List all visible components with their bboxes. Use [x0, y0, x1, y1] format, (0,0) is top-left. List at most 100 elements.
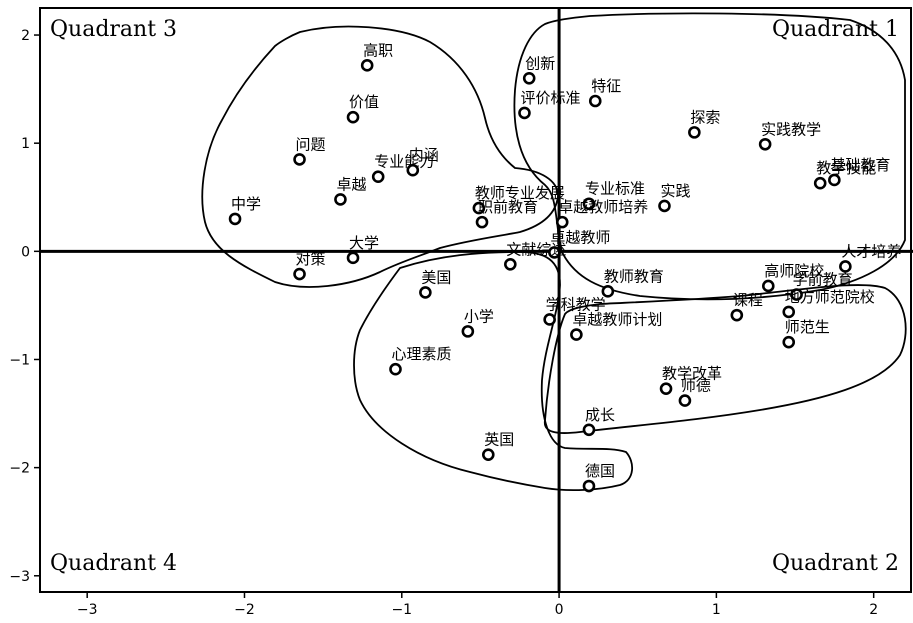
quadrant-labels: Quadrant 1 Quadrant 2 Quadrant 3 Quadrant 4: [50, 17, 899, 576]
data-point: [659, 382, 673, 395]
point-label: 文献综述: [506, 240, 566, 258]
y-tick-label: −2: [9, 461, 30, 477]
x-tick-label: −1: [391, 602, 412, 618]
point-label: 卓越: [336, 175, 366, 193]
y-tick-label: −1: [9, 352, 30, 368]
quadrant-label: Quadrant 2: [772, 551, 899, 576]
point-label: 价值: [349, 93, 379, 111]
cluster-outline-lower-right: [544, 284, 907, 434]
point-label: 学科教学: [546, 295, 606, 313]
point-label: 成长: [585, 406, 615, 424]
data-point: [419, 286, 432, 299]
point-label: 实践: [660, 182, 690, 200]
data-point: [543, 313, 556, 326]
point-label: 师德: [681, 377, 711, 395]
point-label: 基础教育: [830, 156, 890, 174]
data-point: [472, 201, 486, 215]
data-point: [360, 59, 374, 72]
point-label: 人才培养: [841, 242, 901, 260]
data-point: [813, 176, 827, 190]
data-point: [839, 260, 852, 273]
point-label: 卓越教师培养: [558, 198, 648, 216]
point-label: 职前教育: [478, 198, 538, 216]
data-point: [790, 288, 803, 301]
point-label: 美国: [421, 268, 451, 286]
point-label: 特征: [591, 77, 621, 95]
data-point: [548, 246, 561, 259]
point-label: 问题: [296, 135, 326, 153]
point-label: 大学: [349, 234, 379, 252]
data-point: [371, 170, 385, 184]
point-label: 高师院校: [764, 262, 824, 280]
point-label: 内涵: [409, 146, 439, 164]
data-point: [828, 173, 841, 187]
point-label: 小学: [464, 307, 494, 325]
quadrant-label: Quadrant 3: [50, 17, 177, 42]
point-label: 评价标准: [520, 89, 580, 107]
data-point: [228, 212, 242, 226]
point-label: 探索: [690, 108, 720, 126]
y-tick-label: 1: [21, 136, 30, 152]
data-point: [761, 279, 775, 293]
data-point: [346, 251, 360, 265]
data-point: [346, 110, 360, 124]
x-tick-label: 2: [869, 602, 878, 618]
point-label: 专业标准: [585, 180, 645, 198]
point-label: 英国: [484, 431, 514, 449]
data-point: [688, 126, 701, 139]
data-point: [601, 285, 615, 298]
data-point: [658, 199, 671, 213]
data-point: [293, 153, 306, 166]
point-label: 卓越教师: [550, 228, 610, 246]
point-label: 德国: [585, 462, 615, 480]
point-label: 卓越教师计划: [572, 311, 662, 329]
point-label: 高职: [363, 41, 393, 59]
point-label: 专业能力: [374, 153, 434, 171]
data-point: [782, 305, 796, 319]
y-tick-label: −3: [9, 569, 30, 585]
cluster-outline-upper-right: [513, 12, 906, 301]
plot-frame: [39, 7, 912, 593]
x-tick-label: −2: [234, 602, 255, 618]
quadrant-label: Quadrant 4: [50, 551, 177, 576]
data-point: [481, 448, 495, 461]
quadrant-label: Quadrant 1: [772, 17, 899, 42]
data-point: [522, 71, 536, 85]
point-label: 课程: [733, 291, 763, 309]
data-point: [293, 267, 306, 281]
data-point: [475, 215, 489, 229]
axes: −3 −2 −1 0 1 2 −3 −2 −1 0 1 2: [9, 7, 913, 618]
point-label: 教师专业发展: [475, 184, 565, 202]
data-point: [582, 423, 596, 437]
point-label: 教学改革: [662, 365, 722, 383]
data-point: [389, 362, 402, 376]
data-point: [406, 163, 420, 177]
data-point: [518, 106, 531, 120]
point-label: 教师教育: [604, 267, 664, 285]
x-tick-label: 0: [555, 602, 564, 618]
data-point: [461, 325, 475, 338]
data-point: [570, 328, 583, 341]
data-point: [504, 258, 517, 271]
y-tick-label: 0: [21, 244, 30, 260]
point-label: 心理素质: [391, 345, 451, 363]
point-label: 师范生: [785, 318, 830, 336]
point-label: 创新: [525, 54, 555, 72]
point-label: 教学技能: [816, 159, 876, 177]
data-point: [555, 215, 569, 229]
data-point: [730, 308, 744, 322]
data-point: [334, 193, 347, 206]
point-label: 学前教育: [793, 271, 853, 289]
point-label: 地方师范院校: [785, 288, 875, 306]
x-tick-label: 1: [712, 602, 721, 618]
data-point: [782, 335, 796, 349]
point-label: 对策: [296, 250, 326, 268]
data-point: [582, 197, 596, 211]
data-point: [588, 94, 602, 108]
point-label: 中学: [231, 195, 261, 213]
point-label: 实践教学: [761, 120, 821, 138]
y-tick-label: 2: [21, 28, 30, 44]
data-point: [582, 479, 596, 493]
